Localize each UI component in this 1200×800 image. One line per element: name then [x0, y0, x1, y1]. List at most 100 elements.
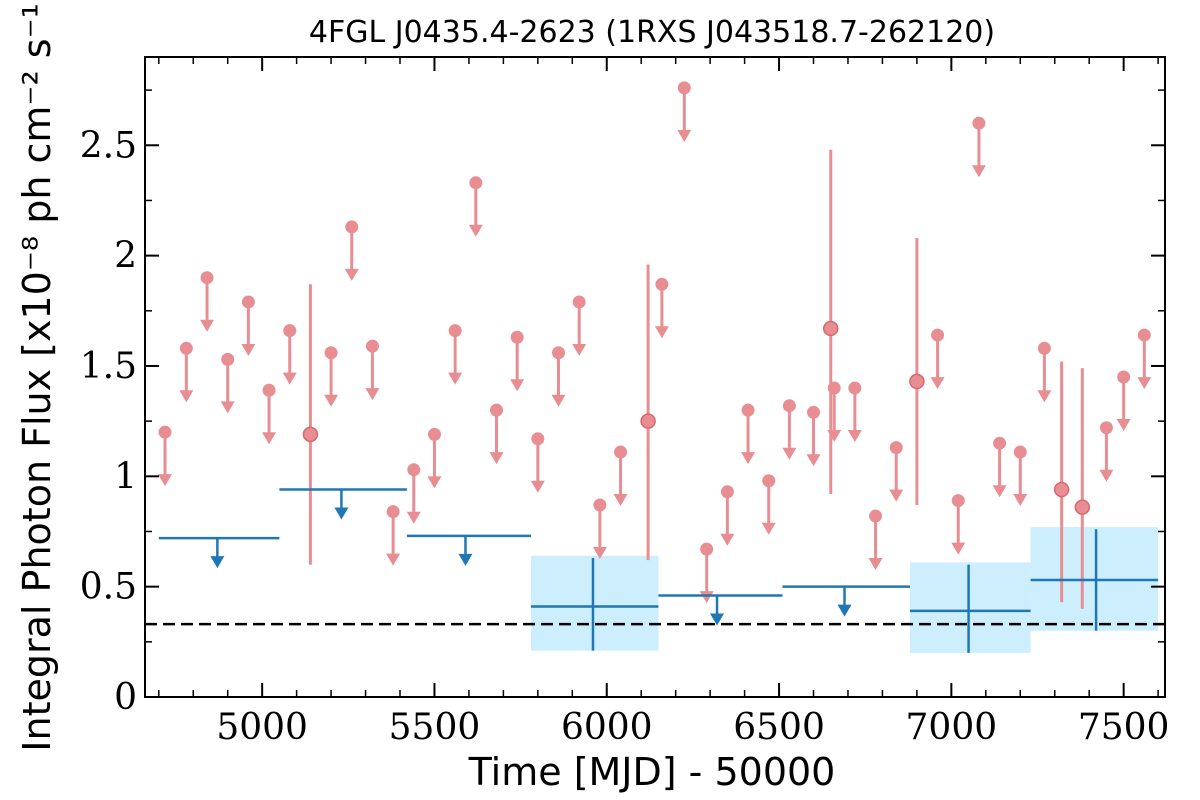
short-upper-limit-point: [741, 403, 755, 417]
short-upper-limit-point: [700, 542, 714, 556]
y-axis-label: Integral Photon Flux [x10⁻⁸ ph cm⁻² s⁻¹]: [15, 0, 59, 752]
short-upper-limit-point: [365, 339, 379, 353]
short-upper-limit-point: [448, 324, 462, 338]
short-upper-limit-point: [993, 436, 1007, 450]
short-upper-limit-point: [427, 427, 441, 441]
short-upper-limit-arrow-head: [592, 547, 607, 559]
plot-frame: [144, 56, 1166, 698]
short-upper-limit-point: [869, 509, 883, 523]
short-upper-limit-point: [677, 81, 691, 95]
short-upper-limit-arrow-head: [220, 401, 235, 414]
x-axis-label: Time [MJD] - 50000: [468, 750, 836, 794]
short-upper-limit-arrow-head: [241, 343, 256, 356]
short-upper-limit-arrow-head: [179, 390, 194, 403]
short-upper-limit-arrow-head: [406, 511, 421, 524]
short-upper-limit-arrow-head: [365, 388, 380, 401]
short-upper-limit-arrow-head: [1116, 419, 1131, 431]
short-upper-limit-arrow-head: [157, 474, 172, 487]
short-upper-limit-point: [283, 324, 297, 338]
short-upper-limit-arrow-head: [761, 522, 776, 535]
short-upper-limit-point: [972, 116, 986, 130]
short-upper-limit-arrow-head: [448, 372, 463, 385]
short-upper-limit-point: [572, 295, 586, 309]
short-upper-limit-point: [179, 341, 193, 355]
short-upper-limit-point: [1117, 370, 1131, 384]
x-tick-label: 5000: [216, 707, 308, 748]
short-upper-limit-arrow-head: [282, 372, 297, 385]
short-upper-limit-point: [889, 441, 903, 455]
long-upper-limit-arrow-head: [837, 604, 852, 617]
short-upper-limit-arrow-head: [510, 379, 525, 392]
short-upper-limit-point: [1137, 328, 1151, 342]
short-upper-limit-point: [848, 381, 862, 395]
short-upper-limit-point: [324, 346, 338, 360]
short-upper-limit-point: [510, 330, 524, 344]
short-upper-limit-point: [531, 432, 545, 446]
short-upper-limit-arrow-head: [992, 485, 1007, 498]
short-upper-limit-arrow-head: [200, 319, 215, 332]
chart-title: 4FGL J0435.4-2623 (1RXS J043518.7-262120…: [309, 15, 995, 50]
short-upper-limit-arrow-head: [1013, 494, 1028, 507]
short-upper-limit-arrow-head: [951, 542, 966, 555]
tick-labels: 5000 5500 6000 6500 7000 7500 0 0.5 1 1.5 2 2.5: [80, 125, 1170, 748]
short-upper-limit-arrow-head: [572, 343, 587, 356]
short-detection-point: [640, 413, 656, 429]
short-upper-limit-point: [951, 494, 965, 508]
short-upper-limit-point: [1037, 341, 1051, 355]
short-upper-limit-arrow-head: [1137, 377, 1152, 390]
short-upper-limit-arrow-head: [613, 494, 628, 507]
short-upper-limit-point: [386, 505, 400, 519]
short-upper-limit-arrow-head: [427, 476, 442, 489]
short-upper-limit-arrow-head: [971, 165, 986, 178]
short-upper-limit-arrow-head: [806, 454, 821, 467]
short-upper-limit-arrow-head: [1099, 469, 1114, 482]
short-upper-limit-point: [1013, 445, 1027, 459]
short-upper-limit-point: [1099, 421, 1113, 435]
short-upper-limit-arrow-head: [741, 452, 756, 465]
short-upper-limit-arrow-head: [489, 452, 504, 465]
y-tick-label: 1: [114, 456, 137, 497]
short-upper-limit-arrow-head: [889, 489, 904, 502]
x-tick-label: 7500: [1078, 707, 1170, 748]
short-detection-point: [822, 320, 839, 337]
short-upper-limit-point: [614, 445, 628, 459]
short-upper-limit-point: [782, 399, 796, 413]
short-upper-limit-arrow-head: [262, 432, 277, 445]
long-detection-band: [910, 562, 1031, 653]
short-upper-limit-arrow-head: [699, 591, 714, 604]
short-upper-limit-arrow-head: [530, 480, 545, 493]
y-tick-label: 2.5: [80, 125, 137, 166]
short-upper-limit-arrow-head: [344, 268, 359, 281]
y-tick-label: 0.5: [80, 567, 137, 608]
y-tick-label: 0: [114, 677, 137, 718]
short-upper-limit-point: [407, 463, 421, 477]
short-upper-limit-point: [762, 474, 776, 488]
short-upper-limit-arrow-head: [324, 394, 339, 407]
short-upper-limit-arrow-head: [720, 533, 735, 546]
short-upper-limit-arrow-head: [468, 224, 483, 237]
short-upper-limit-point: [593, 498, 607, 512]
short-upper-limit-arrow-head: [782, 447, 797, 460]
short-upper-limit-arrow-head: [386, 553, 401, 566]
long-bin-points: [158, 488, 1159, 653]
short-upper-limit-arrow-head: [847, 430, 862, 443]
short-upper-limit-point: [200, 271, 214, 285]
x-tick-label: 6500: [733, 707, 825, 748]
y-tick-label: 1.5: [80, 346, 137, 387]
x-tick-label: 5500: [389, 707, 481, 748]
short-upper-limit-arrow-head: [868, 558, 883, 571]
long-upper-limit-arrow-head: [458, 553, 473, 566]
short-upper-limit-point: [552, 346, 566, 360]
short-upper-limit-arrow-head: [1037, 390, 1052, 403]
y-tick-label: 2: [114, 236, 137, 277]
short-upper-limit-point: [262, 383, 276, 397]
short-upper-limit-point: [241, 295, 255, 309]
short-upper-limit-point: [489, 403, 503, 417]
short-detection-point: [1053, 481, 1070, 498]
long-upper-limit-arrow-head: [710, 613, 725, 626]
long-upper-limit-arrow-head: [334, 507, 349, 520]
short-upper-limit-arrow-head: [551, 394, 566, 407]
short-upper-limit-point: [655, 277, 669, 291]
long-upper-limit-arrow-head: [210, 556, 225, 569]
